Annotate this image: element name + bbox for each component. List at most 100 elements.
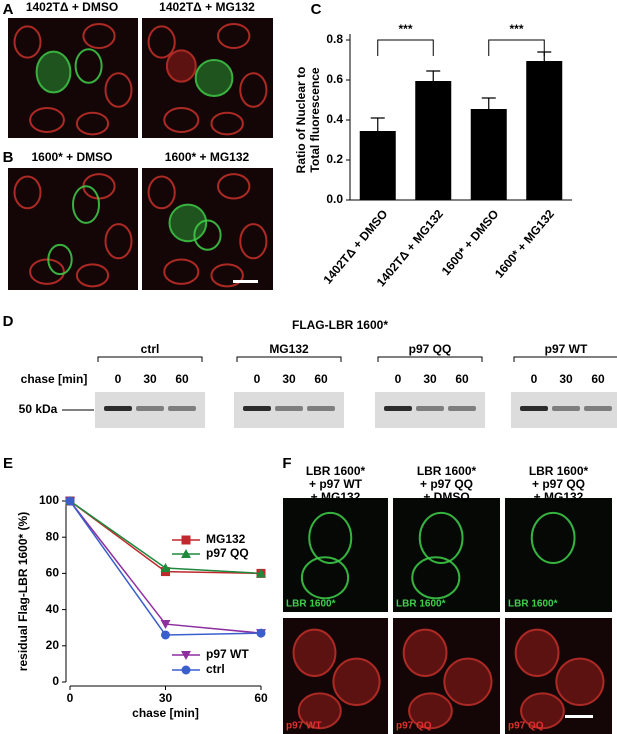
column-title: + DMSO [423, 490, 469, 504]
image-title: 1600* + DMSO [31, 150, 112, 164]
cell [72, 185, 100, 224]
lane-label: 60 [314, 372, 328, 386]
error-bar [370, 117, 385, 131]
blot-title: FLAG-LBR 1600* [292, 318, 388, 332]
column-title: + p97 QQ [532, 477, 585, 491]
image-label: LBR 1600* [396, 599, 446, 610]
band [243, 406, 271, 411]
panel-label: A [3, 1, 14, 18]
y-tick-label: 0.8 [326, 32, 343, 46]
band [307, 406, 335, 411]
cell [29, 107, 65, 133]
lane-label: 60 [591, 372, 605, 386]
cell [82, 23, 116, 49]
y-tick-label: 0 [52, 674, 59, 688]
image-label: LBR 1600* [508, 599, 558, 610]
y-tick-label: 0.6 [326, 72, 343, 86]
x-tick-label: 0 [67, 691, 74, 705]
cell [210, 111, 244, 136]
cell [163, 258, 200, 285]
image-label: p97 WT [286, 721, 322, 732]
micrograph [283, 498, 388, 612]
image-label: LBR 1600* [286, 599, 336, 610]
significance-label: *** [509, 22, 523, 36]
micrograph [393, 498, 500, 612]
panel-label: B [3, 149, 14, 166]
image-title: 1600* + MG132 [165, 150, 250, 164]
panel-label: F [282, 455, 291, 472]
cell [104, 223, 133, 260]
y-axis-label: Total fluorescence [308, 67, 322, 172]
cell [297, 692, 342, 730]
cell [308, 511, 353, 564]
micrograph [283, 618, 388, 734]
column-title: LBR 1600* [417, 464, 477, 478]
micrograph [393, 618, 500, 734]
micrograph [505, 618, 612, 734]
band [584, 406, 612, 411]
micrograph [8, 168, 138, 290]
cell [147, 175, 176, 210]
cell [514, 628, 560, 677]
cell [193, 219, 222, 251]
cell [402, 628, 448, 677]
cell [47, 243, 73, 276]
x-tick-label: 60 [254, 691, 268, 705]
band [168, 406, 196, 411]
column-title: + MG132 [534, 490, 584, 504]
x-tick-label: 1600* + DMSO [439, 207, 502, 278]
cell [332, 657, 381, 706]
cell [168, 203, 208, 243]
y-tick-label: 60 [46, 566, 60, 580]
marker [256, 568, 266, 578]
band [520, 406, 548, 411]
group-label: p97 WT [545, 342, 588, 356]
cell [555, 657, 605, 706]
image-label: p97 QQ [396, 721, 432, 732]
significance-bracket [377, 39, 434, 56]
scale-bar [233, 280, 258, 283]
band [416, 406, 444, 411]
marker-label: 50 kDa [19, 402, 58, 416]
cell [194, 59, 234, 97]
cell [443, 657, 493, 706]
band [104, 406, 132, 411]
legend-label: p97 QQ [206, 546, 249, 560]
column-title: + p97 WT [309, 477, 363, 491]
group-label: ctrl [141, 342, 160, 356]
scale-bar [565, 715, 593, 718]
panel-label: D [3, 313, 14, 330]
marker [161, 630, 170, 640]
band [448, 406, 476, 411]
image-label: p97 QQ [508, 721, 544, 732]
micrograph [505, 498, 612, 612]
marker [160, 563, 171, 573]
legend-label: ctrl [206, 662, 225, 676]
band [552, 406, 580, 411]
error-bar [481, 97, 496, 109]
micrograph [8, 18, 138, 138]
significance-label: *** [398, 22, 412, 36]
y-tick-label: 80 [46, 529, 60, 543]
cell [520, 692, 565, 730]
lane-label: 30 [423, 372, 437, 386]
cell [104, 72, 133, 108]
cell [29, 258, 65, 285]
lane-label: 0 [395, 372, 402, 386]
marker [65, 496, 75, 506]
marker [181, 535, 191, 545]
cell [13, 25, 42, 59]
image-title: 1402TΔ + DMSO [26, 0, 118, 14]
group-bracket [97, 356, 203, 362]
cell [75, 111, 110, 136]
group-bracket [513, 356, 617, 362]
cell [239, 223, 268, 260]
bar [526, 61, 563, 200]
cell [216, 23, 251, 49]
lane-label: 0 [531, 372, 538, 386]
micrograph [142, 168, 273, 290]
lane-label: 0 [115, 372, 122, 386]
cell [408, 692, 453, 730]
cell [165, 49, 197, 83]
cell [35, 50, 72, 94]
